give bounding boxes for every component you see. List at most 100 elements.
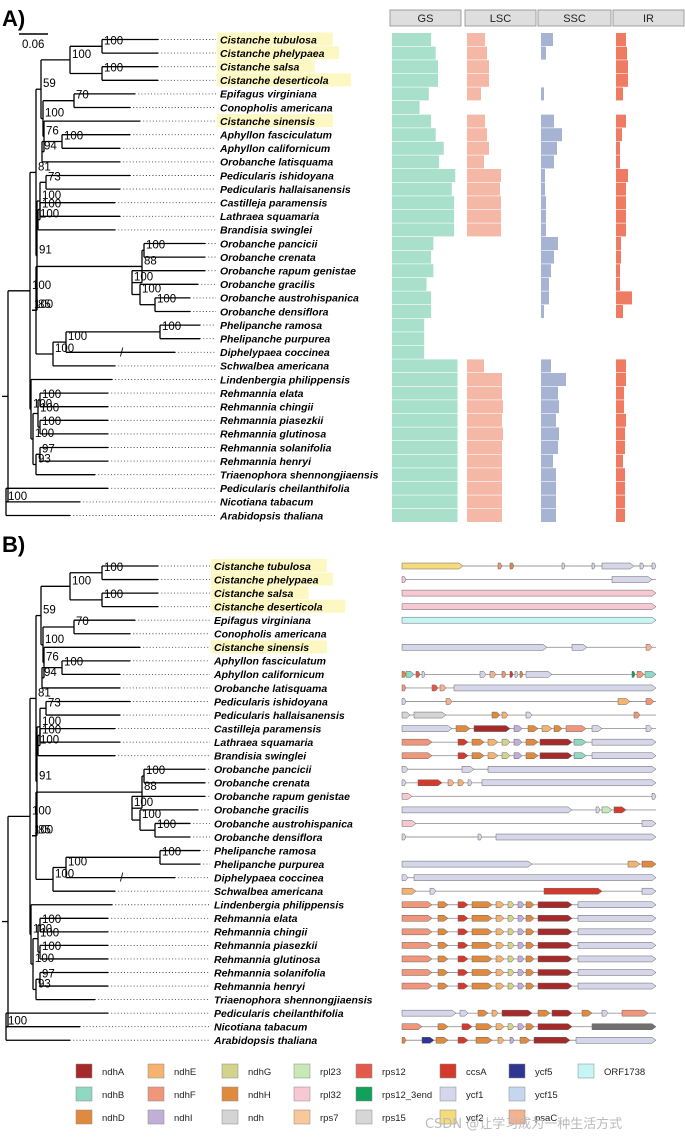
gene-arrow (577, 928, 657, 936)
bar-lsc (467, 196, 501, 210)
species-label: Epifagus virginiana (220, 89, 317, 101)
species-label: Triaenophora shennongjiaensis (214, 994, 373, 1006)
bootstrap-value: 85 (38, 299, 51, 311)
gene-arrow (477, 1009, 489, 1017)
gene-arrow (401, 901, 433, 908)
gene-arrow (475, 1037, 493, 1044)
bootstrap-value: 93 (38, 978, 51, 990)
gene-arrow (453, 684, 657, 692)
gene-arrow (401, 969, 433, 976)
bootstrap-value: 100 (40, 735, 59, 747)
bar-gs (392, 400, 458, 414)
header-cell-ssc (537, 9, 612, 27)
bar-ir (616, 114, 626, 128)
gene-arrow (613, 806, 627, 814)
bar-ssc (541, 169, 545, 182)
bar-ir (616, 291, 632, 305)
bar-ir (616, 128, 622, 142)
bar-lsc (467, 128, 487, 142)
species-label: Aphyllon fasciculatum (219, 130, 332, 142)
bar-ssc (541, 373, 566, 386)
gene-arrow (553, 725, 563, 732)
gene-arrow (517, 955, 525, 963)
gene-arrow (525, 942, 535, 949)
gene-arrow (435, 1037, 449, 1044)
species-label: Aphyllon californicum (219, 143, 330, 155)
gene-arrow (473, 725, 511, 732)
gene-arrow (581, 1009, 593, 1017)
species-label: Lathraea squamaria (214, 737, 313, 749)
species-label: Conopholis americana (220, 102, 333, 114)
gene-arrow (501, 711, 509, 719)
gene-arrow (501, 738, 511, 746)
bootstrap-value: 100 (42, 389, 61, 401)
gene-arrow (461, 766, 475, 773)
species-label: Pedicularis cheilanthifolia (220, 483, 350, 495)
gene-arrow (457, 738, 469, 746)
gene-arrow (495, 833, 657, 841)
bar-ir (616, 454, 623, 468)
legend-swatch (439, 1063, 457, 1079)
gene-arrow (537, 1009, 551, 1017)
branch-break-slash: / (120, 873, 124, 885)
gene-arrow (415, 671, 421, 678)
gene-arrow (507, 1023, 515, 1030)
bootstrap-value: 100 (40, 403, 59, 415)
species-label: Orobanche latisquama (214, 683, 327, 695)
species-label: Nicotiana tabacum (214, 1022, 307, 1034)
species-label: Rehmannia henryi (214, 981, 306, 993)
gene-arrow (651, 562, 657, 570)
gene-arrow (577, 982, 657, 990)
header-cell-gs (389, 9, 462, 27)
gene-arrow (457, 1037, 469, 1044)
legend-label: ycf5 (535, 1067, 552, 1078)
bar-gs (392, 509, 458, 522)
bootstrap-value: 100 (162, 321, 181, 333)
bootstrap-value: 100 (34, 825, 53, 837)
species-label: Arabidopsis thaliana (219, 510, 323, 522)
bar-ir (616, 141, 620, 155)
gene-arrow (471, 928, 493, 936)
gene-arrow (431, 684, 439, 692)
bar-ir (616, 209, 626, 223)
gene-arrow (525, 752, 539, 759)
species-label: Phelipanche purpurea (214, 859, 324, 871)
bootstrap-value: 100 (42, 724, 61, 736)
species-label: Orobanche rapum genistae (220, 266, 356, 278)
species-label: Brandisia swinglei (220, 225, 313, 237)
gene-arrow (457, 752, 469, 759)
gene-arrow (401, 793, 413, 800)
gene-arrow (509, 1037, 515, 1044)
column-headers: GS LSC SSC IR (389, 9, 685, 27)
gene-arrow (507, 942, 515, 949)
species-label: Castilleja paramensis (214, 723, 322, 735)
bar-ir (616, 509, 625, 522)
gene-arrow (401, 860, 533, 868)
bar-lsc (467, 141, 489, 155)
gene-arrow (457, 942, 469, 949)
bar-lsc (467, 468, 502, 482)
bar-gs (392, 373, 458, 386)
bootstrap-value: 100 (35, 953, 54, 965)
species-label: Orobanche densiflora (220, 306, 329, 318)
gene-arrow (437, 942, 449, 949)
species-labels-a: Cistanche tubulosa Cistanche phelypaea Cis… (217, 32, 379, 522)
bar-ssc (541, 291, 549, 305)
bootstrap-value: 70 (76, 90, 89, 102)
species-label: Lindenbergia philippensis (214, 900, 344, 912)
gene-arrow (437, 928, 449, 936)
bar-ir (616, 182, 626, 196)
bar-ir (616, 223, 626, 237)
gene-arrow (413, 711, 447, 719)
gene-arrow (525, 1023, 535, 1030)
species-label: Nicotiana tabacum (220, 497, 313, 509)
gene-arrow (471, 752, 485, 759)
bootstrap-value: 93 (38, 454, 51, 466)
gene-arrow (525, 671, 553, 678)
bootstrap-value: 100 (8, 1016, 27, 1028)
bootstrap-value: 100 (42, 416, 61, 428)
bootstrap-value: 100 (68, 331, 87, 343)
watermark: CSDN @让学习成为一种生活方式 (425, 1116, 622, 1132)
bar-ssc (541, 386, 558, 400)
gene-arrow (401, 779, 407, 787)
